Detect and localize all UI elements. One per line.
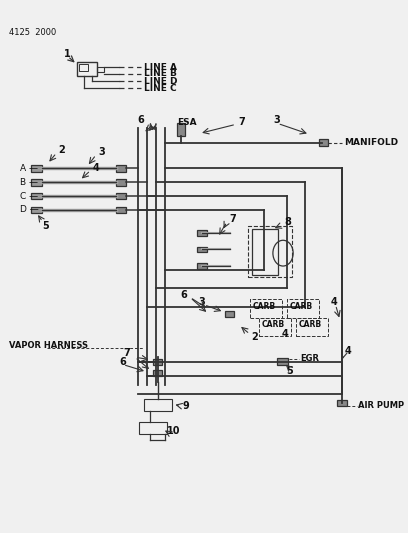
- Text: 4: 4: [331, 297, 338, 307]
- Bar: [79, 63, 88, 71]
- Bar: [296, 318, 328, 336]
- Text: CARB: CARB: [299, 320, 322, 329]
- Text: 3: 3: [273, 115, 279, 125]
- Text: ESA: ESA: [177, 118, 197, 127]
- Text: CARB: CARB: [289, 302, 313, 311]
- Text: EGR: EGR: [301, 353, 319, 362]
- Text: D —: D —: [20, 205, 38, 214]
- Bar: [97, 67, 104, 72]
- Bar: [225, 311, 234, 317]
- Bar: [197, 247, 206, 252]
- Bar: [259, 318, 291, 336]
- Bar: [277, 358, 288, 366]
- Text: 7: 7: [239, 117, 246, 126]
- Bar: [153, 369, 162, 376]
- Bar: [116, 207, 126, 213]
- Text: 7: 7: [123, 349, 130, 359]
- Bar: [248, 225, 292, 277]
- Text: 6: 6: [137, 115, 144, 125]
- Text: C —: C —: [20, 191, 38, 200]
- Bar: [77, 62, 97, 76]
- Text: 3: 3: [198, 297, 205, 307]
- Text: 8: 8: [285, 217, 292, 227]
- Text: 10: 10: [167, 426, 181, 436]
- Bar: [31, 193, 42, 199]
- Text: 6: 6: [119, 357, 126, 367]
- Text: 3: 3: [98, 147, 105, 157]
- Text: VAPOR HARNESS: VAPOR HARNESS: [9, 341, 88, 350]
- Bar: [250, 299, 282, 318]
- Text: 2: 2: [252, 332, 259, 342]
- Text: MANIFOLD: MANIFOLD: [344, 138, 398, 147]
- Text: B —: B —: [20, 178, 38, 187]
- Text: 5: 5: [42, 221, 49, 231]
- Bar: [31, 207, 42, 213]
- Bar: [337, 400, 346, 406]
- Bar: [153, 359, 162, 365]
- Text: LINE C: LINE C: [144, 84, 177, 93]
- Text: CARB: CARB: [262, 320, 285, 329]
- Bar: [177, 123, 184, 136]
- Text: 1: 1: [64, 50, 71, 59]
- Bar: [116, 179, 126, 185]
- Text: 7: 7: [230, 214, 236, 224]
- Text: LINE D: LINE D: [144, 77, 177, 85]
- Text: 4: 4: [282, 329, 289, 339]
- Text: AIR PUMP: AIR PUMP: [359, 401, 405, 410]
- Text: 4125  2000: 4125 2000: [9, 28, 56, 37]
- Text: CARB: CARB: [253, 302, 276, 311]
- Bar: [140, 422, 167, 434]
- Bar: [197, 263, 206, 269]
- Bar: [287, 299, 319, 318]
- Bar: [197, 230, 206, 236]
- Bar: [144, 399, 172, 411]
- Bar: [116, 193, 126, 199]
- Text: 4: 4: [93, 163, 99, 173]
- Text: A —: A —: [20, 164, 38, 173]
- Text: 9: 9: [183, 401, 189, 411]
- Text: 5: 5: [287, 366, 293, 376]
- Bar: [319, 140, 328, 146]
- Text: 4: 4: [345, 346, 351, 356]
- Bar: [252, 229, 277, 275]
- Bar: [31, 165, 42, 172]
- Text: 2: 2: [58, 145, 65, 155]
- Bar: [31, 179, 42, 185]
- Text: LINE A: LINE A: [144, 63, 177, 72]
- Text: 6: 6: [181, 289, 188, 300]
- Bar: [116, 165, 126, 172]
- Text: LINE B: LINE B: [144, 69, 177, 78]
